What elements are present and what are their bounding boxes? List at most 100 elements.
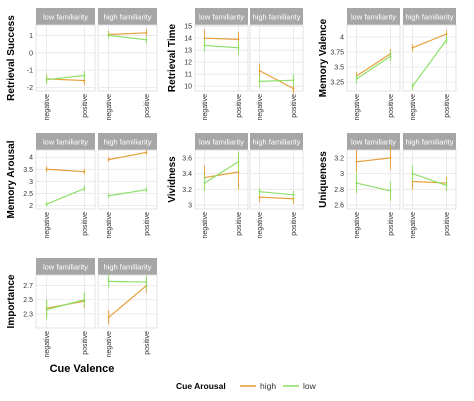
series-high [45,166,86,175]
y-tick-label: 2.5 [23,191,33,198]
data-point [45,203,48,206]
data-point [237,46,240,49]
facet-strip-label: high familiarity [104,13,152,22]
facet-strip [36,258,95,275]
panel-background [35,24,96,92]
x-tick-label: negative [257,94,264,121]
x-tick-label: positive [444,212,451,236]
series-line [412,39,447,87]
facet-strip [250,8,303,25]
series-high [107,150,148,163]
y-axis-title: Retrieval Success [6,15,17,101]
y-tick-label: 4 [29,155,33,162]
y-tick-label: 11 [185,72,192,79]
data-point [107,316,110,319]
y-tick-label: 3 [340,171,344,178]
x-tick-label: positive [144,212,151,236]
series-low [107,187,148,199]
series-line [204,37,239,40]
chart-5: Vividness 3 3.2 3.4 3.6 low familiarity negati… [167,133,304,238]
x-tick-label: negative [106,94,113,121]
panel-background [402,24,457,92]
data-point [355,182,358,185]
series-line [108,151,147,161]
series-line [356,157,391,163]
facet-strip [98,133,157,150]
series-line [259,70,294,90]
data-point [145,38,148,41]
data-point [445,184,448,187]
x-tick-label: positive [291,212,298,236]
facet-panel: high familiarity negative positive [97,133,158,238]
series-low [203,39,240,55]
y-tick-label: 3 [29,179,33,186]
series-line [356,182,391,192]
data-point [258,69,261,72]
y-tick-label: -1 [27,68,33,75]
data-point [237,38,240,41]
data-point [45,78,48,81]
series-line [108,280,147,283]
data-point [107,194,110,197]
data-point [445,39,448,41]
x-tick-label: negative [106,331,113,358]
facet-panel: low familiarity negative positive [346,8,401,121]
facet-strip [98,258,157,275]
facet-strip-label: low familiarity [199,13,244,22]
series-low [45,185,86,207]
data-point [145,188,148,191]
y-tick-label: 12 [184,60,192,67]
panel-background [97,149,158,210]
y-tick-label: 3.2 [334,155,344,162]
facet-panel: high familiarity negative positive [402,133,457,238]
facet-panel: high familiarity negative positive [249,8,304,121]
data-point [45,308,48,311]
facet-panel: high familiarity negative positive [97,8,158,121]
x-tick-label: negative [354,212,361,239]
facet-strip-label: high familiarity [104,263,152,272]
data-point [83,79,86,82]
facet-strip [347,8,400,25]
facet-strip-label: low familiarity [43,13,88,22]
panel-background [35,149,96,210]
data-point [83,74,86,77]
y-tick-label: 1 [29,33,33,40]
y-tick-label: 0 [29,50,33,57]
facet-strip-label: high familiarity [104,138,152,147]
chart-6: Uniqueness 2.6 2.8 3 3.2 low familiarity negat… [318,133,457,239]
facet-strip [195,8,248,25]
facet-strip-label: low familiarity [43,138,88,147]
series-low [45,292,86,320]
y-axis-title: Memory Valence [318,18,329,97]
facet-panel: low familiarity negative positive [194,8,249,120]
data-point [411,46,414,49]
legend-label-high: high [260,381,276,391]
panel-background [249,149,304,210]
data-point [389,156,392,159]
series-low [203,151,240,191]
facet-strip-label: low familiarity [351,138,396,147]
x-tick-label: negative [354,94,361,121]
y-tick-label: 3 [188,203,192,210]
data-point [145,281,148,284]
y-tick-label: 2 [29,203,33,210]
series-line [204,171,239,179]
x-tick-label: positive [144,331,151,355]
facet-panel: low familiarity negative positive [35,8,96,120]
series-line [108,34,147,41]
data-point [107,158,110,161]
legend-title: Cue Arousal [176,381,226,391]
facet-strip-label: low familiarity [43,263,88,272]
panel-background [194,24,249,92]
series-line [46,187,85,205]
facet-strip-label: high familiarity [253,138,301,147]
facet-strip [195,133,248,150]
facet-strip-label: high familiarity [406,138,454,147]
x-tick-label: positive [388,212,395,236]
series-line [412,33,447,49]
series-line [46,299,85,311]
facet-panel: low familiarity negative positive [194,133,249,238]
chart-4: Memory Arousal 2 2.5 3 3.5 4 low familiarity ne… [6,133,158,238]
